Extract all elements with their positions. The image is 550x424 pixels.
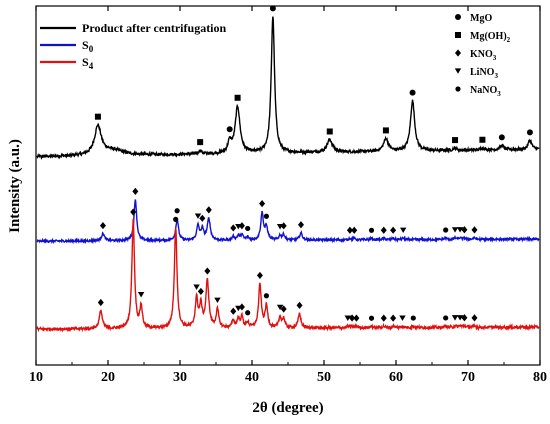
peak-marker-diamond-s4-29 — [471, 314, 478, 322]
peak-marker-circle-product-after-centrifugation-5 — [269, 5, 276, 12]
phase-legend-marker-4 — [455, 86, 461, 92]
peak-marker-triangle-s4-27 — [456, 315, 464, 321]
peak-marker-circle-small-s0-21 — [443, 227, 449, 233]
peak-marker-triangle-s0-23 — [456, 227, 464, 233]
peak-marker-triangle-s4-26 — [451, 315, 459, 321]
peak-marker-diamond-s0-0 — [99, 221, 106, 230]
phase-legend-marker-2 — [455, 49, 461, 57]
peak-marker-circle-product-after-centrifugation-8 — [409, 89, 416, 96]
peak-marker-square-product-after-centrifugation-7 — [382, 127, 389, 134]
phase-legend-marker-0 — [455, 14, 461, 20]
peak-marker-diamond-s0-14 — [297, 221, 304, 229]
peak-marker-triangle-s0-3 — [194, 213, 202, 219]
peak-marker-diamond-s0-25 — [471, 226, 478, 234]
peak-marker-circle-product-after-centrifugation-3 — [226, 126, 233, 133]
series-line-s4 — [36, 218, 540, 333]
peak-marker-circle-small-s4-13 — [263, 293, 269, 299]
peak-marker-square-product-after-centrifugation-2 — [197, 139, 204, 146]
phase-legend-marker-3 — [454, 68, 462, 74]
peak-marker-diamond-s4-10 — [238, 303, 245, 311]
peak-marker-circle-product-after-centrifugation-11 — [498, 134, 505, 141]
legend-label-0: Product after centrifugation — [82, 21, 227, 35]
series-group — [36, 16, 540, 333]
x-tick-label-60: 60 — [389, 370, 403, 385]
peak-marker-square-product-after-centrifugation-6 — [326, 128, 333, 135]
peak-marker-circle-small-s0-2 — [174, 208, 180, 214]
peak-marker-diamond-s4-8 — [230, 307, 237, 315]
x-tick-label-40: 40 — [245, 370, 259, 385]
peak-marker-triangle-s4-4 — [193, 284, 200, 290]
peak-marker-circle-small-s4-3 — [173, 216, 179, 222]
phase-legend-label-1: Mg(OH)2 — [470, 31, 511, 44]
peak-marker-diamond-s0-8 — [238, 222, 245, 230]
x-tick-label-30: 30 — [173, 370, 187, 385]
peak-marker-circle-small-s4-25 — [443, 315, 449, 321]
legend-label-2: S4 — [82, 55, 94, 71]
peak-marker-diamond-s0-6 — [230, 224, 237, 232]
peak-marker-diamond-s4-1 — [130, 208, 137, 216]
peak-marker-diamond-s4-28 — [461, 314, 468, 322]
peak-marker-diamond-s0-18 — [380, 226, 387, 234]
peak-marker-diamond-s4-6 — [204, 267, 211, 275]
peak-marker-diamond-s0-5 — [205, 206, 212, 214]
x-tick-label-20: 20 — [101, 370, 115, 385]
peak-marker-triangle-s4-17 — [344, 315, 351, 321]
x-tick-label-70: 70 — [461, 370, 475, 385]
x-axis: 10 20 30 40 50 60 70 80 — [29, 6, 547, 385]
x-tick-label-80: 80 — [533, 370, 547, 385]
peak-marker-diamond-s4-0 — [97, 298, 104, 307]
peak-marker-diamond-s0-1 — [132, 187, 139, 195]
peak-marker-diamond-s0-4 — [199, 214, 206, 222]
peak-marker-diamond-s4-12 — [256, 271, 263, 280]
peak-marker-diamond-s0-15 — [346, 226, 353, 234]
phase-legend: MgO Mg(OH)2 KNO3 LiNO3 NaNO3 — [454, 13, 511, 98]
y-axis-title: Intensity (a.u.) — [7, 139, 23, 233]
peak-marker-square-product-after-centrifugation-4 — [234, 94, 241, 101]
peak-marker-triangle-s4-23 — [399, 315, 406, 321]
x-tick-label-50: 50 — [317, 370, 331, 385]
peak-marker-circle-small-s4-20 — [368, 315, 375, 321]
peak-marker-square-product-after-centrifugation-9 — [452, 137, 459, 144]
peak-marker-diamond-s0-19 — [390, 226, 397, 234]
peak-marker-circle-small-s0-11 — [263, 213, 269, 219]
phase-legend-label-2: KNO3 — [470, 49, 497, 62]
peak-marker-diamond-s4-16 — [296, 301, 303, 309]
peak-marker-diamond-s0-16 — [351, 226, 358, 234]
peak-marker-triangle-s4-14 — [276, 304, 284, 311]
peak-marker-diamond-s0-10 — [259, 200, 266, 208]
x-axis-title: 2θ (degree) — [252, 400, 323, 416]
peak-marker-circle-small-s4-24 — [410, 315, 416, 321]
peak-marker-triangle-s0-20 — [400, 227, 407, 233]
peak-marker-triangle-s0-22 — [451, 227, 459, 233]
phase-legend-label-3: LiNO3 — [470, 67, 498, 80]
series-line-s0 — [36, 199, 540, 245]
peak-marker-diamond-s4-21 — [380, 314, 387, 322]
peak-marker-triangle-s4-7 — [214, 297, 221, 303]
x-tick-label-10: 10 — [29, 370, 43, 385]
peak-marker-diamond-s4-19 — [353, 314, 360, 322]
phase-legend-marker-1 — [455, 32, 461, 38]
series-line-product-after-centrifugation — [36, 16, 540, 160]
peak-markers-group — [94, 5, 533, 322]
phase-legend-label-4: NaNO3 — [470, 85, 501, 98]
peak-marker-circle-product-after-centrifugation-12 — [526, 129, 533, 136]
peak-marker-diamond-s4-22 — [390, 314, 397, 322]
peak-marker-square-product-after-centrifugation-10 — [479, 136, 486, 143]
peak-marker-diamond-s4-18 — [349, 314, 356, 322]
peak-marker-circle-small-s0-9 — [245, 225, 251, 232]
peak-marker-diamond-s0-13 — [280, 222, 287, 230]
peak-marker-diamond-s4-15 — [280, 305, 287, 313]
peak-marker-diamond-s0-24 — [461, 226, 468, 234]
peak-marker-diamond-s4-5 — [197, 287, 204, 296]
phase-legend-label-0: MgO — [470, 13, 492, 24]
peak-marker-square-product-after-centrifugation-0 — [94, 113, 101, 120]
peak-marker-triangle-s4-2 — [137, 292, 145, 298]
peak-marker-circle-small-s4-11 — [245, 310, 251, 316]
legend-label-1: S0 — [82, 38, 94, 54]
peak-marker-circle-small-s0-17 — [368, 227, 375, 233]
